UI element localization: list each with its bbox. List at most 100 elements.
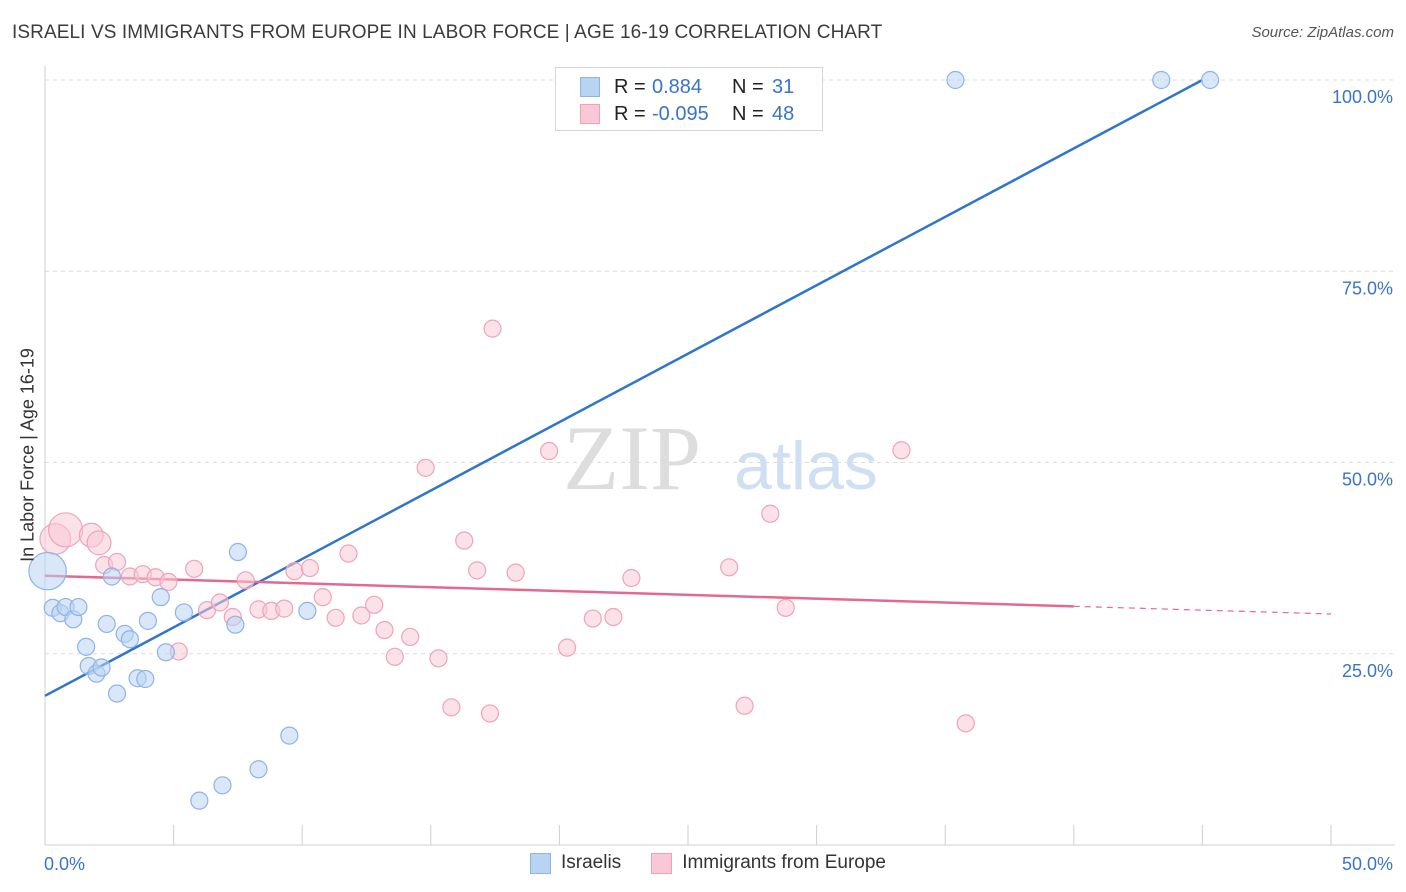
chart-title: ISRAELI VS IMMIGRANTS FROM EUROPE IN LAB…: [12, 22, 883, 43]
n-value: 31: [772, 75, 795, 98]
point-europe: [210, 593, 229, 612]
point-europe: [583, 609, 602, 628]
point-europe: [385, 647, 404, 666]
point-israelis: [226, 615, 245, 634]
point-europe: [339, 544, 358, 563]
grid-lines: [45, 79, 1395, 655]
point-europe: [540, 441, 559, 461]
point-israelis: [213, 776, 232, 795]
point-europe: [429, 649, 448, 668]
point-europe: [185, 559, 204, 578]
r-label: R =: [614, 102, 646, 125]
point-israelis: [77, 637, 96, 656]
x-tick-label: 0.0%: [44, 854, 85, 874]
legend-item-israelis: Israelis: [530, 852, 621, 874]
legend-label-europe: Immigrants from Europe: [682, 852, 886, 873]
trend-line-europe-extrapolated: [1073, 605, 1332, 615]
n-label: N =: [732, 75, 764, 98]
point-israelis: [280, 726, 299, 745]
point-israelis: [298, 601, 317, 621]
point-europe: [483, 319, 502, 338]
point-israelis: [102, 567, 121, 586]
r-value: 0.884: [652, 75, 703, 98]
point-europe: [326, 608, 345, 627]
point-europe: [313, 588, 332, 607]
point-israelis: [1201, 70, 1220, 90]
stats-legend: R = 0.884 N = 31 R = -0.095 N = 48: [555, 67, 823, 131]
tick-labels: 25.0% 50.0% 75.0% 100.0% 0.0% 50.0%: [44, 87, 1393, 874]
source-label: Source: ZipAtlas.com: [1251, 24, 1394, 41]
y-tick-label: 100.0%: [1332, 87, 1393, 107]
point-europe: [285, 562, 304, 581]
r-label: R =: [614, 75, 646, 98]
point-europe: [735, 696, 754, 715]
point-europe: [47, 512, 84, 548]
point-israelis: [156, 643, 175, 662]
point-europe: [365, 595, 384, 614]
series-legend: Israelis Immigrants from Europe: [530, 852, 916, 874]
point-israelis: [136, 669, 155, 689]
axes: [44, 66, 1395, 846]
point-europe: [455, 531, 474, 550]
point-europe: [442, 698, 461, 717]
point-israelis: [228, 542, 247, 562]
trend-line-europe: [44, 574, 1074, 608]
point-israelis: [1152, 70, 1171, 90]
data-points: [28, 70, 1220, 810]
point-europe: [761, 504, 780, 523]
swatch-europe: [580, 104, 600, 124]
x-tick-label: 50.0%: [1342, 854, 1393, 874]
point-europe: [275, 599, 294, 618]
legend-swatch-europe: [651, 852, 673, 874]
y-axis-label: In Labor Force | Age 16-19: [17, 348, 38, 562]
point-israelis: [69, 597, 88, 617]
trend-lines: [44, 78, 1332, 697]
point-europe: [86, 530, 112, 556]
legend-swatch-israelis: [530, 852, 551, 874]
r-value: -0.095: [652, 102, 709, 125]
watermark: ZIP atlas: [563, 407, 878, 509]
point-europe: [956, 714, 975, 733]
stats-row-europe: R = -0.095 N = 48: [580, 102, 794, 126]
point-europe: [506, 563, 525, 582]
y-tick-label: 75.0%: [1342, 278, 1393, 298]
point-israelis: [190, 791, 209, 810]
point-israelis: [138, 611, 157, 630]
point-europe: [622, 568, 641, 588]
point-europe: [720, 558, 739, 577]
point-europe: [776, 598, 795, 617]
y-tick-label: 25.0%: [1342, 661, 1393, 681]
point-europe: [352, 606, 371, 625]
swatch-israelis: [580, 77, 600, 97]
point-europe: [300, 558, 320, 578]
watermark-atlas: atlas: [734, 428, 878, 504]
point-israelis: [249, 760, 268, 779]
point-israelis: [92, 658, 111, 677]
point-israelis: [151, 588, 170, 607]
y-tick-label: 50.0%: [1342, 470, 1393, 490]
point-europe: [375, 620, 394, 640]
trend-line-israelis: [44, 78, 1203, 697]
n-label: N =: [732, 102, 764, 125]
point-europe: [892, 441, 911, 460]
point-israelis: [97, 614, 116, 634]
point-europe: [604, 607, 623, 627]
point-europe: [236, 571, 255, 590]
point-europe: [159, 572, 178, 591]
watermark-zip: ZIP: [563, 407, 701, 509]
legend-label-israelis: Israelis: [561, 852, 622, 873]
point-israelis: [174, 603, 193, 622]
n-value: 48: [772, 102, 795, 125]
point-israelis: [107, 684, 127, 703]
point-israelis: [28, 551, 67, 591]
point-europe: [467, 561, 487, 580]
point-israelis: [120, 630, 139, 649]
point-israelis: [946, 70, 965, 90]
stats-row-israelis: R = 0.884 N = 31: [580, 75, 794, 99]
point-europe: [401, 627, 420, 647]
point-europe: [480, 704, 500, 723]
legend-item-europe: Immigrants from Europe: [651, 852, 886, 874]
point-europe: [416, 458, 435, 477]
point-europe: [558, 638, 577, 657]
